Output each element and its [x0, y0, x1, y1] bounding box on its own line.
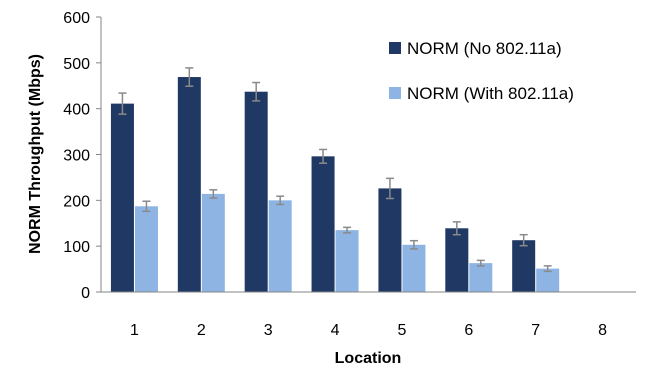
y-tick-label: 100 [63, 239, 90, 256]
y-tick-label: 200 [63, 193, 90, 210]
x-axis-ticks: 1 2 3 4 5 6 7 8 [130, 322, 607, 339]
x-axis-title: Location [335, 350, 402, 367]
bar-series-2 [335, 230, 359, 292]
x-tick-label: 5 [397, 322, 406, 339]
bar-series-1 [512, 240, 536, 292]
legend-label-with-80211a: NORM (With 802.11a) [407, 84, 574, 103]
bar-series-1 [445, 228, 469, 292]
bar-series-2 [201, 193, 225, 292]
x-tick-label: 4 [331, 322, 340, 339]
y-tick-label: 500 [63, 56, 90, 73]
bar-series-2 [402, 244, 426, 292]
bar-series-2 [469, 263, 493, 292]
bar-series-2 [134, 206, 158, 292]
bars [110, 77, 560, 293]
bar-series-1 [177, 77, 201, 293]
x-tick-label: 3 [264, 322, 273, 339]
x-tick-label: 7 [531, 322, 540, 339]
bar-series-1 [110, 103, 134, 292]
y-tick-label: 0 [81, 285, 90, 302]
y-axis-title: NORM Throughput (Mbps) [27, 54, 44, 254]
x-tick-label: 6 [464, 322, 473, 339]
y-tick-label: 300 [63, 148, 90, 165]
legend-label-no-80211a: NORM (No 802.11a) [407, 39, 562, 58]
bar-series-1 [311, 156, 335, 292]
x-tick-label: 1 [130, 322, 139, 339]
legend-swatch-no-80211a [389, 42, 401, 54]
legend: NORM (No 802.11a) NORM (With 802.11a) [389, 39, 574, 103]
bar-series-1 [244, 91, 268, 292]
bar-series-2 [268, 200, 292, 292]
y-tick-label: 600 [63, 10, 90, 27]
y-tick-label: 400 [63, 102, 90, 119]
legend-swatch-with-80211a [389, 87, 401, 99]
x-tick-label: 2 [197, 322, 206, 339]
error-bars [118, 67, 552, 273]
y-axis-ticks: 0 100 200 300 400 500 600 [63, 10, 101, 302]
bar-series-1 [378, 188, 402, 292]
bar-series-2 [536, 268, 560, 292]
x-tick-label: 8 [598, 322, 607, 339]
